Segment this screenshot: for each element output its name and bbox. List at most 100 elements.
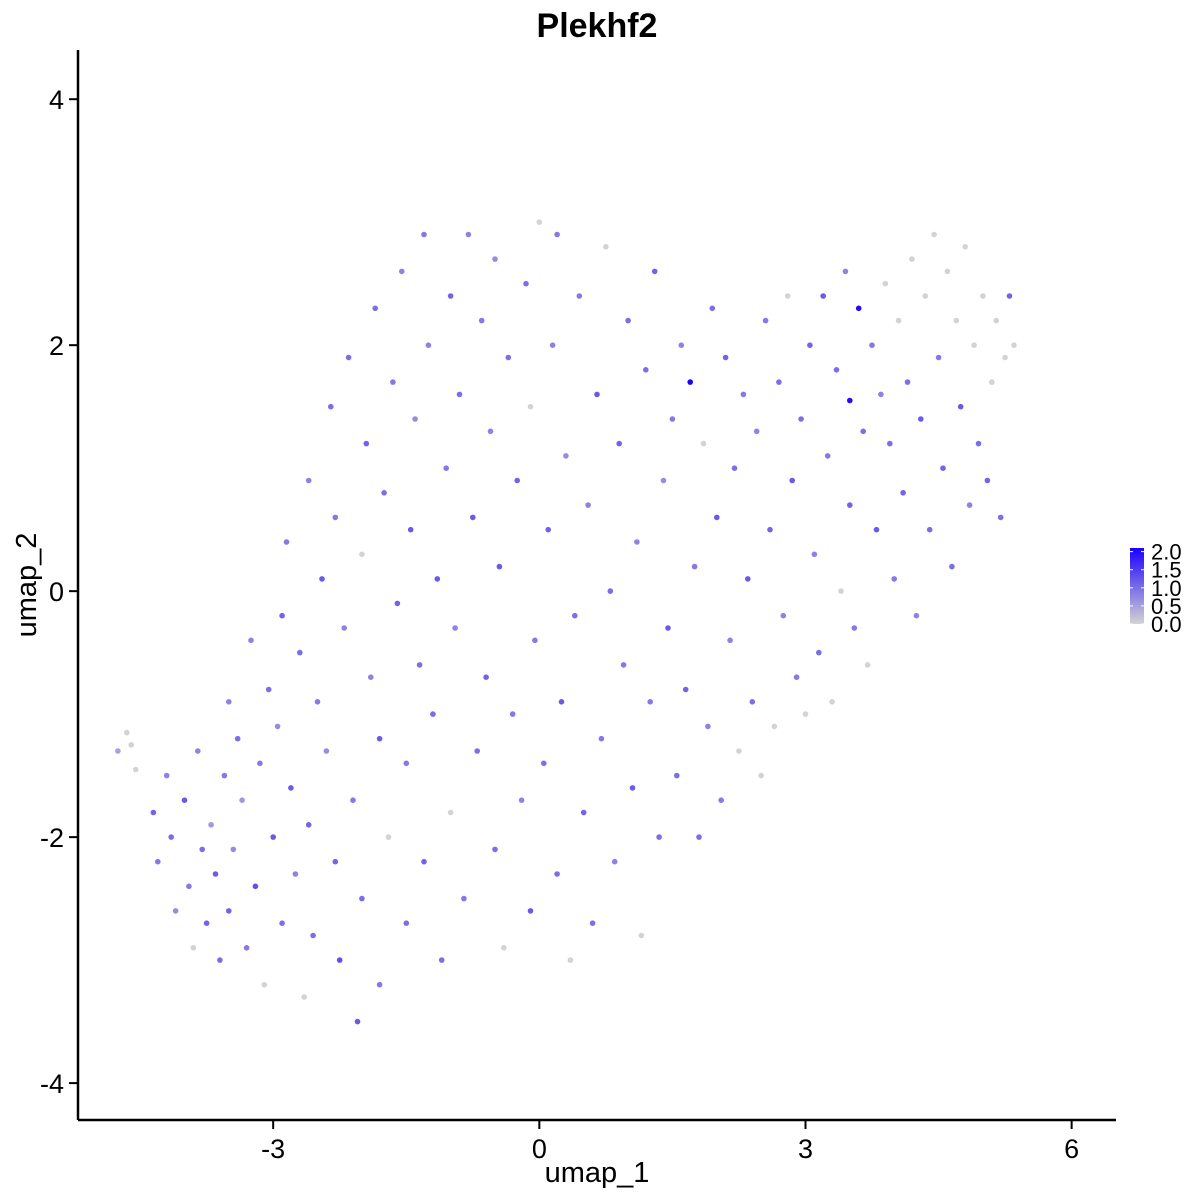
cell-point [607, 588, 614, 594]
cell-point [421, 231, 427, 238]
cell-point [203, 920, 210, 926]
x-ticks: -3 0 3 6 [261, 1120, 1079, 1164]
cell-point [807, 342, 813, 349]
cell-point [643, 367, 649, 373]
cell-point [811, 551, 818, 558]
cell-point [767, 526, 773, 533]
cell-point [816, 649, 822, 656]
cell-point [443, 465, 450, 472]
cell-point [753, 428, 760, 435]
cell-point [736, 748, 742, 754]
cell-point [363, 440, 370, 447]
cell-point [665, 625, 671, 631]
cell-point [359, 551, 365, 558]
cell-point [997, 514, 1004, 521]
cell-point [887, 440, 893, 447]
cell-point [918, 416, 924, 422]
cell-point [279, 612, 285, 619]
x-tick-label: 3 [798, 1134, 813, 1164]
cell-point [261, 981, 268, 988]
cell-point [274, 723, 281, 730]
cell-point [452, 625, 458, 631]
cell-point [124, 729, 130, 736]
cell-point [518, 797, 525, 803]
cell-point [598, 735, 605, 742]
y-tick-label: -4 [40, 1069, 64, 1099]
cell-point [376, 735, 383, 742]
cell-point [829, 699, 835, 705]
cell-point [132, 766, 139, 773]
cell-point [195, 748, 201, 754]
cell-point [984, 477, 991, 484]
cell-point [252, 883, 259, 890]
cell-point [904, 379, 911, 385]
cell-point [283, 539, 290, 545]
cell-point [944, 268, 951, 275]
cell-point [319, 576, 325, 582]
legend-tick-label: 1.5 [1151, 558, 1182, 583]
cell-point [461, 895, 467, 902]
cell-point [922, 293, 929, 299]
cell-point [567, 957, 574, 963]
cell-point [962, 244, 968, 250]
cell-point [514, 477, 520, 484]
cell-point [851, 625, 858, 631]
cell-point [638, 932, 645, 939]
cell-point [949, 563, 955, 570]
cell-point [882, 280, 889, 287]
cell-point [407, 526, 414, 533]
cell-point [572, 612, 578, 619]
cell-point [416, 662, 423, 668]
legend-tick-label: 2.0 [1151, 540, 1182, 565]
cell-point [585, 502, 591, 508]
x-tick-label: 6 [1064, 1134, 1079, 1164]
cell-point [336, 957, 343, 963]
cell-point [718, 797, 724, 803]
cell-point [656, 834, 662, 840]
cell-point [647, 699, 653, 705]
cell-point [381, 490, 387, 496]
cell-point [168, 834, 174, 840]
cell-point [745, 576, 751, 582]
cell-point [115, 748, 121, 754]
y-axis-label: umap_2 [11, 533, 43, 638]
cell-point [478, 317, 485, 324]
cell-point [221, 772, 228, 779]
cell-point [895, 317, 902, 324]
cell-point [527, 908, 534, 914]
cell-point [611, 858, 618, 865]
cell-point [634, 539, 640, 545]
points-layer [115, 219, 1017, 1025]
cell-point [536, 219, 543, 225]
cell-point [354, 1018, 361, 1025]
cell-point [709, 305, 716, 312]
cell-point [190, 945, 197, 951]
cell-point [554, 231, 560, 238]
cell-point [993, 317, 999, 324]
cell-point [270, 834, 277, 840]
cell-point [470, 514, 476, 521]
cell-point [230, 846, 237, 853]
cell-point [820, 293, 826, 299]
cell-point [625, 317, 631, 324]
cell-point [722, 354, 729, 361]
cell-point [186, 883, 192, 890]
cell-point [558, 699, 565, 705]
y-tick-label: -2 [40, 823, 64, 853]
cell-point [492, 846, 498, 853]
cell-point [855, 305, 862, 312]
cell-point [589, 920, 596, 926]
cell-point [864, 662, 871, 668]
cell-point [297, 649, 303, 656]
cell-point [328, 403, 334, 410]
cell-point [208, 822, 214, 828]
cell-point [541, 760, 547, 767]
cell-point [163, 772, 170, 779]
cell-point [421, 858, 427, 865]
cell-point [345, 354, 352, 361]
cell-point [509, 711, 516, 717]
cell-point [762, 317, 769, 324]
cell-point [971, 342, 977, 349]
cell-point [243, 945, 250, 951]
